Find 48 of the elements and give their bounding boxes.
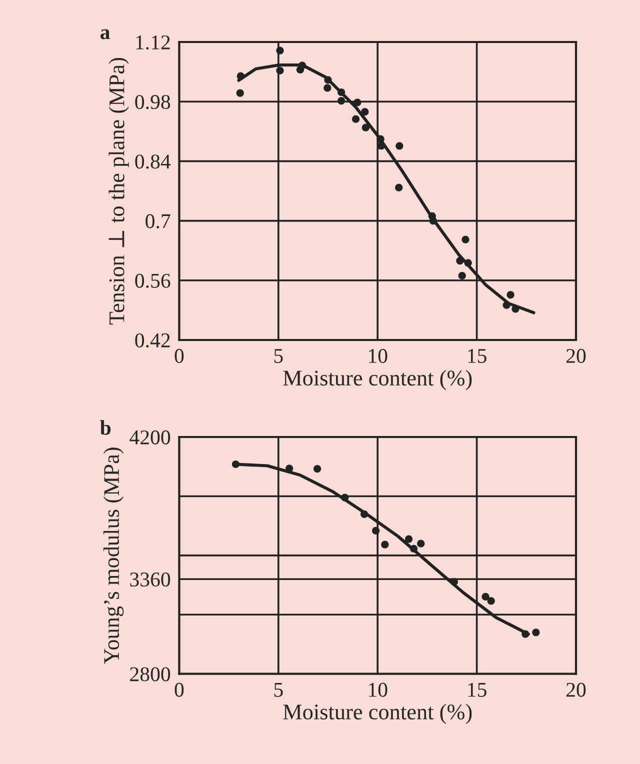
point [458,272,466,280]
y-tick-label: 2800 [130,667,170,682]
y-tick-label: 0.98 [135,94,170,110]
y-tick-label: 1.12 [136,35,170,50]
point [395,184,403,192]
x-axis-title: Moisture content (%) [283,370,472,390]
point [362,124,370,132]
x-tick-label: 20 [566,682,586,697]
point [532,628,540,636]
y-axis-title: Young’s modulus (MPa) [103,448,124,664]
point [361,108,369,116]
point [462,236,470,244]
point [352,115,360,123]
point [372,526,380,535]
point [487,597,495,605]
x-tick-label: 10 [369,682,388,697]
point [506,291,514,299]
point [324,84,332,92]
x-axis-title: Moisture content (%) [283,704,472,724]
point [337,96,346,105]
x-tick-label: 5 [274,682,283,697]
point [296,66,304,74]
y-tick-label: 4200 [130,430,170,444]
point [354,98,362,106]
point [482,592,490,601]
x-tick-label: 20 [566,348,586,363]
point [236,89,244,97]
y-tick-label: 0.56 [135,274,170,288]
point [404,535,413,543]
point [313,465,322,473]
y-tick-label: 0.7 [146,214,170,228]
y-tick-label: 0.42 [135,333,170,348]
x-tick-label: 15 [468,349,486,363]
point [417,540,425,548]
x-tick-label: 0 [174,348,184,363]
x-tick-label: 0 [174,682,184,697]
x-tick-label: 10 [369,348,388,363]
point [381,540,389,548]
chart-title: a [100,29,110,40]
point [276,46,284,54]
x-tick-label: 15 [468,682,486,697]
point [396,142,404,150]
y-tick-label: 0.84 [135,154,171,169]
y-axis-title: Tension ⊥ to the plane (MPa) [108,58,129,325]
chart-title: b [100,420,111,435]
y-tick-label: 3360 [130,572,170,587]
x-tick-label: 5 [274,349,283,363]
point [276,66,284,74]
